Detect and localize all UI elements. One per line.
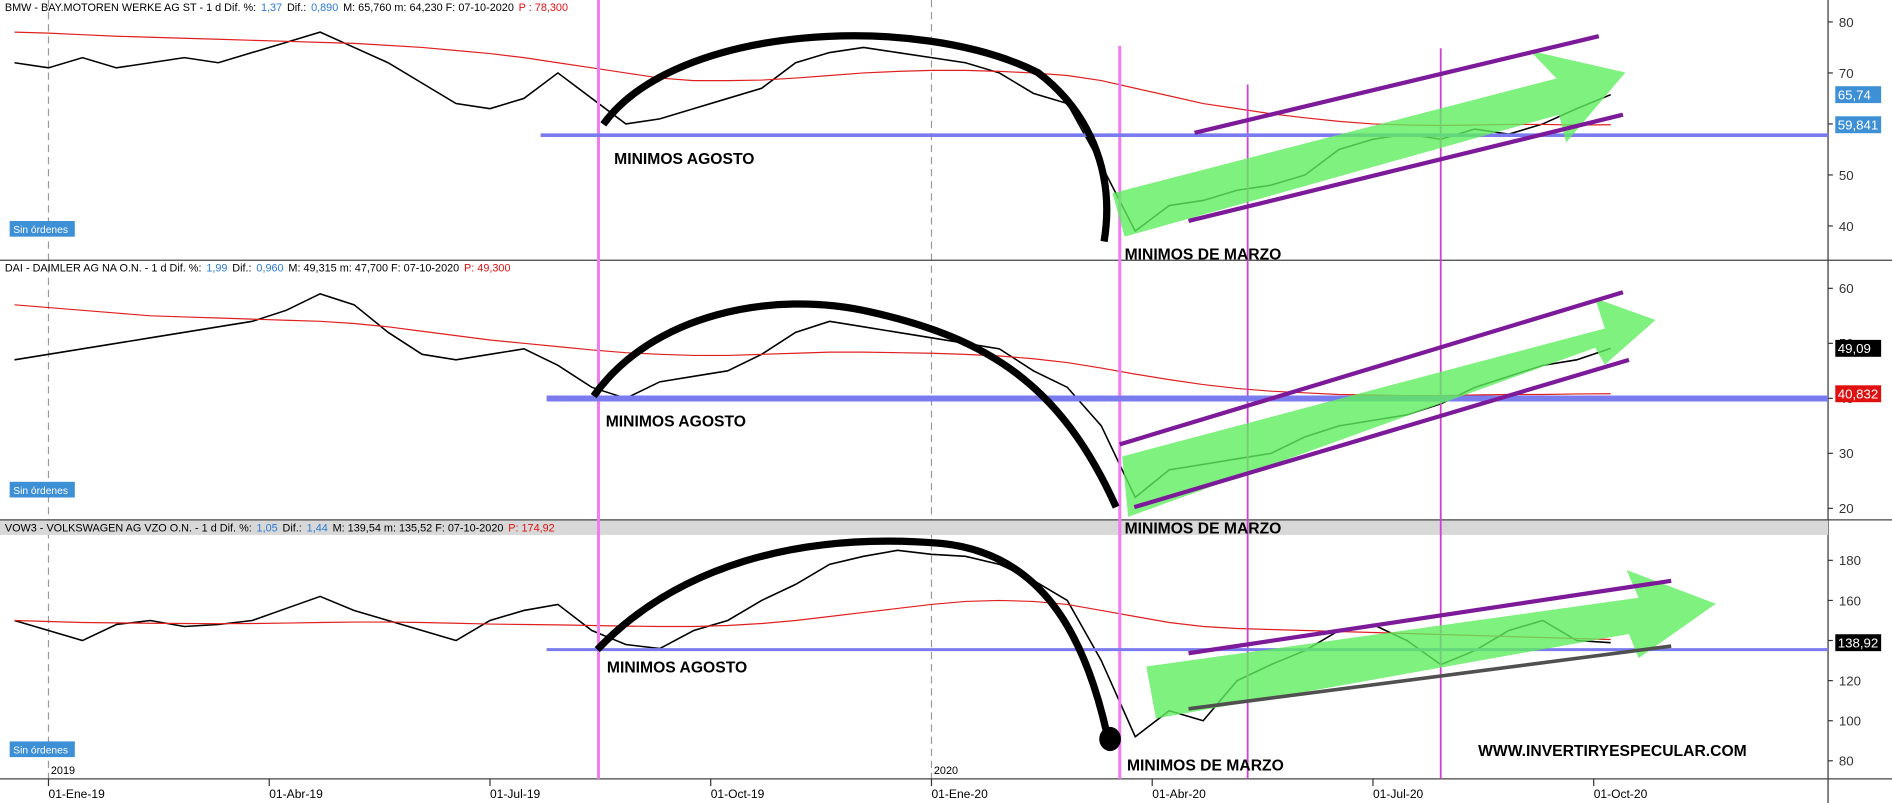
x-tick-label: 01-Ene-19	[48, 787, 105, 801]
panel-header: DAI - DAIMLER AG NA O.N. - 1 d Dif. %: 1,…	[5, 263, 511, 275]
price-label-box	[1835, 339, 1882, 357]
y-tick-label: 50	[1839, 168, 1854, 183]
header-part: M: 49,315 m: 47,700 F: 07-10-2020	[288, 263, 459, 275]
x-tick-label: 01-Oct-19	[711, 787, 765, 801]
header-part: P : 78,300	[519, 2, 568, 14]
panel: BMW - BAY.MOTOREN WERKE AG ST - 1 d Dif.…	[5, 2, 1882, 237]
channel-line	[1188, 578, 1672, 656]
panel-header: VOW3 - VOLKSWAGEN AG VZO O.N. - 1 d Dif.…	[5, 522, 555, 534]
header-part: 1,99	[206, 263, 227, 275]
arc-drawing	[594, 537, 1114, 750]
y-tick-label: 100	[1839, 714, 1861, 729]
annotation: MINIMOS DE MARZO	[1125, 521, 1282, 538]
status-label: Sin órdenes	[13, 225, 68, 236]
status-label: Sin órdenes	[13, 745, 68, 756]
header-part: 1,37	[261, 2, 282, 14]
moving-average	[14, 31, 1611, 127]
channel-line	[1119, 290, 1624, 447]
header-part: M: 65,760 m: 64,230 F: 07-10-2020	[343, 2, 514, 14]
year-label: 2019	[51, 765, 75, 777]
y-tick-label: 80	[1839, 15, 1854, 30]
x-tick-label: 01-Jul-19	[490, 787, 541, 801]
moving-average	[14, 304, 1611, 397]
header-part: VOW3 - VOLKSWAGEN AG VZO O.N. - 1 d Dif.…	[5, 522, 252, 534]
channel-line	[1133, 357, 1630, 510]
channel-line	[1188, 112, 1624, 224]
header-bar	[0, 520, 1829, 535]
price-label-box	[1835, 116, 1882, 134]
x-tick-label: 01-Jul-20	[1373, 787, 1424, 801]
year-label: 2020	[934, 765, 958, 777]
drawings: MINIMOS AGOSTO MINIMOS DE MARZO MINIMOS …	[540, 0, 1829, 779]
y-tick-label: 30	[1839, 446, 1854, 461]
price-label: 138,92	[1838, 636, 1879, 651]
channel-line	[1194, 34, 1600, 135]
y-tick-label: 20	[1839, 501, 1854, 516]
annotation: MINIMOS AGOSTO	[614, 151, 754, 168]
y-tick-label: 80	[1839, 754, 1854, 769]
trend-arrow	[1112, 50, 1626, 237]
price-label-box	[1835, 385, 1882, 403]
header-part: Dif.:	[232, 263, 251, 275]
status-box	[9, 741, 75, 758]
x-tick-label: 01-Ene-20	[931, 787, 988, 801]
watermark: WWW.INVERTIRYESPECULAR.COM	[1478, 743, 1747, 760]
header-part: 0,960	[256, 263, 283, 275]
header-part: BMW - BAY.MOTOREN WERKE AG ST - 1 d Dif.…	[5, 2, 256, 14]
x-tick-label: 01-Abr-19	[269, 787, 323, 801]
header-part: DAI - DAIMLER AG NA O.N. - 1 d Dif. %:	[5, 263, 202, 275]
y-tick-label: 160	[1839, 593, 1861, 608]
annotation: MINIMOS DE MARZO	[1127, 757, 1284, 774]
y-tick-label: 60	[1839, 281, 1854, 296]
status-label: Sin órdenes	[13, 486, 68, 497]
header-part: 1,05	[257, 522, 278, 534]
price-label: 49,09	[1838, 341, 1871, 356]
price-label-box	[1835, 634, 1882, 652]
header-part: M: 139,54 m: 135,52 F: 07-10-2020	[333, 522, 504, 534]
price-label-box	[1835, 86, 1882, 104]
header-part: P: 174,92	[508, 522, 554, 534]
y-tick-label: 70	[1839, 66, 1854, 81]
annotation: MINIMOS AGOSTO	[606, 413, 746, 430]
trend-arrow	[1122, 298, 1656, 517]
y-tick-label: 120	[1839, 673, 1861, 688]
header-part: 1,44	[307, 522, 328, 534]
arc-drawing	[590, 300, 1120, 509]
x-tick-label: 01-Oct-20	[1594, 787, 1648, 801]
price-label: 59,841	[1838, 118, 1879, 133]
price-label: 40,832	[1838, 387, 1879, 402]
header-part: Dif.:	[283, 522, 302, 534]
header-part: P: 49,300	[464, 263, 510, 275]
panel-header: BMW - BAY.MOTOREN WERKE AG ST - 1 d Dif.…	[5, 2, 568, 14]
header-part: 0,890	[311, 2, 338, 14]
channel-line	[1188, 644, 1672, 711]
header-part: Dif.:	[287, 2, 306, 14]
status-box	[9, 220, 75, 237]
annotation: MINIMOS AGOSTO	[607, 660, 747, 677]
arc-drawing	[1099, 726, 1121, 752]
x-tick-label: 01-Abr-20	[1152, 787, 1206, 801]
price-label: 65,74	[1838, 87, 1871, 102]
y-tick-label: 40	[1839, 219, 1854, 234]
arc-drawing	[600, 32, 1111, 243]
annotation: MINIMOS DE MARZO	[1125, 247, 1282, 264]
y-tick-label: 180	[1839, 553, 1861, 568]
status-box	[9, 481, 75, 498]
trend-arrow	[1146, 569, 1716, 719]
